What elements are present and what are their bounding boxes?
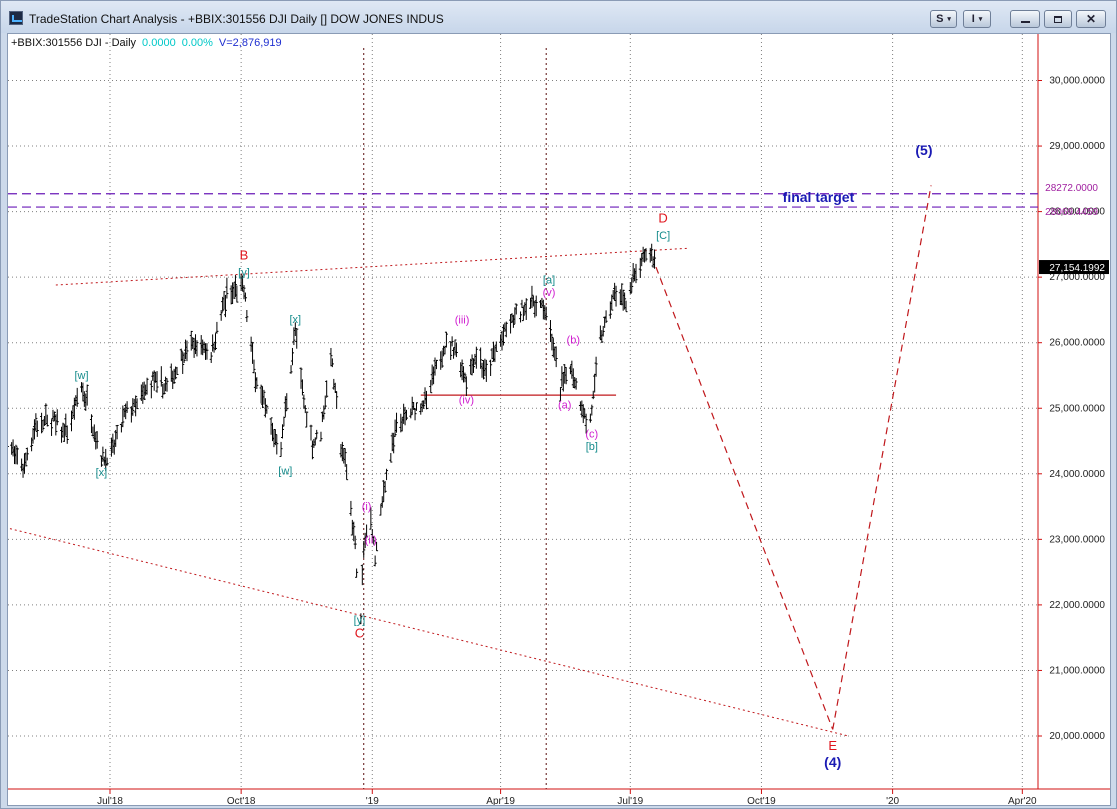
wave-label: (i) xyxy=(362,501,372,513)
x-tick-label: Oct'19 xyxy=(747,796,776,805)
net-change-value: 0.0000 xyxy=(142,37,176,49)
wave-label: (a) xyxy=(558,399,571,411)
maximize-button[interactable] xyxy=(1044,10,1072,28)
wave-label: [w] xyxy=(74,370,88,382)
x-tick-label: Apr'20 xyxy=(1008,796,1037,805)
close-button[interactable]: ✕ xyxy=(1076,10,1106,28)
y-tick-label: 24,000.0000 xyxy=(1049,469,1105,480)
wave-label: [C] xyxy=(656,230,670,242)
wave-label: B xyxy=(240,247,249,262)
wave-label: [y] xyxy=(238,267,250,279)
x-tick-label: Apr'19 xyxy=(486,796,515,805)
y-tick-label: 23,000.0000 xyxy=(1049,534,1105,545)
wave-label: [x] xyxy=(290,314,302,326)
maximize-icon xyxy=(1054,15,1062,23)
wave-label: final target xyxy=(783,189,855,205)
wave-label: (b) xyxy=(567,334,580,346)
wave-label: D xyxy=(658,211,667,226)
y-tick-label: 22,000.0000 xyxy=(1049,600,1105,611)
i-dropdown-button[interactable]: I ▾ xyxy=(963,10,991,28)
y-tick-label: 20,000.0000 xyxy=(1049,731,1105,742)
y-tick-label: 27,000.0000 xyxy=(1049,272,1105,283)
y-tick-label: 21,000.0000 xyxy=(1049,665,1105,676)
price-bars xyxy=(8,243,657,625)
projection-line xyxy=(655,266,834,730)
wave-label: (iv) xyxy=(459,395,474,407)
target-line-label: 28069.4459 xyxy=(1045,207,1098,218)
symbol-label: +BBIX:301556 DJI - Daily xyxy=(11,37,137,49)
wave-label: (v) xyxy=(543,287,556,299)
last-price-label: 27,154.1992 xyxy=(1049,263,1105,274)
last-price-tag xyxy=(1039,260,1109,275)
window-title: TradeStation Chart Analysis - +BBIX:3015… xyxy=(29,12,444,26)
trendline xyxy=(8,527,849,737)
window-titlebar[interactable]: TradeStation Chart Analysis - +BBIX:3015… xyxy=(1,1,1116,33)
y-tick-label: 28,000.0000 xyxy=(1049,207,1105,218)
y-tick-label: 30,000.0000 xyxy=(1049,76,1105,87)
wave-label: C xyxy=(355,626,364,641)
wave-label: [w] xyxy=(278,465,292,477)
wave-label: [x] xyxy=(96,467,108,479)
trendline xyxy=(55,247,688,286)
wave-label: [a] xyxy=(543,275,555,287)
wave-label: (4) xyxy=(824,754,841,770)
x-tick-label: '19 xyxy=(366,796,379,805)
tradestation-app-icon xyxy=(9,11,23,25)
projection-line xyxy=(832,185,932,730)
i-button-label: I xyxy=(971,13,975,25)
wave-label: (iii) xyxy=(455,315,470,327)
wave-label: (ii) xyxy=(365,534,377,546)
x-tick-label: Oct'18 xyxy=(227,796,256,805)
close-icon: ✕ xyxy=(1085,12,1097,26)
y-tick-label: 29,000.0000 xyxy=(1049,141,1105,152)
volume-value: V=2,876,919 xyxy=(218,37,282,49)
wave-label: [y] xyxy=(354,614,366,626)
x-tick-label: Jul'18 xyxy=(97,796,123,805)
s-dropdown-button[interactable]: S ▾ xyxy=(930,10,957,28)
minimize-icon xyxy=(1020,20,1030,23)
x-tick-label: '20 xyxy=(886,796,899,805)
chart-area[interactable]: Jul'18 Oct'18 '19 Apr'19 Jul'19 Oct'19 '20 Apr'… xyxy=(7,33,1111,806)
chevron-down-icon: ▾ xyxy=(978,16,983,23)
target-line-label: 28272.0000 xyxy=(1045,183,1098,194)
minimize-button[interactable] xyxy=(1010,10,1040,28)
wave-label: [b] xyxy=(586,441,598,453)
wave-label: (5) xyxy=(915,142,932,158)
s-button-label: S xyxy=(936,13,944,25)
wave-label: (c) xyxy=(585,429,598,441)
chart-info-line: +BBIX:301556 DJI - Daily 0.0000 0.00% V=… xyxy=(11,37,282,49)
x-tick-label: Jul'19 xyxy=(617,796,643,805)
price-chart[interactable]: Jul'18 Oct'18 '19 Apr'19 Jul'19 Oct'19 '20 Apr'… xyxy=(8,34,1110,805)
y-tick-label: 25,000.0000 xyxy=(1049,403,1105,414)
y-tick-label: 26,000.0000 xyxy=(1049,338,1105,349)
wave-label: E xyxy=(828,738,837,753)
chevron-down-icon: ▾ xyxy=(947,16,951,23)
percent-change-value: 0.00% xyxy=(181,37,213,49)
